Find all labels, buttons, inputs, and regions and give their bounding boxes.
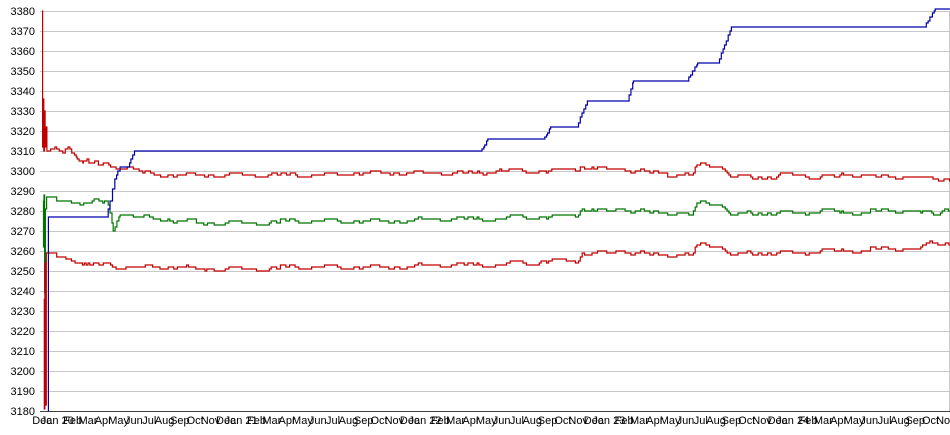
x-tick-label: Nov: [752, 415, 772, 427]
x-tick-label: Jan 20: [41, 415, 74, 427]
y-tick-label: 3300: [11, 166, 35, 178]
x-tick-label: May: [660, 415, 681, 427]
series-mid-line-green: [42, 194, 950, 294]
x-tick-label: Oct: [187, 415, 204, 427]
x-tick-label: Jul: [326, 415, 340, 427]
x-tick-label: Jul: [694, 415, 708, 427]
y-tick-label: 3240: [11, 286, 35, 298]
x-tick-label: Jul: [510, 415, 524, 427]
gridlines: [40, 11, 950, 412]
x-tick-label: Mar: [630, 415, 649, 427]
x-tick-label: Aug: [339, 415, 359, 427]
x-tick-label: Apr: [279, 415, 296, 427]
x-tick-label: Feb: [247, 415, 266, 427]
x-tick-label: Feb: [799, 415, 818, 427]
x-tick-label: Apr: [646, 415, 663, 427]
y-tick-label: 3230: [11, 306, 35, 318]
series-stepped-line-blue: [47, 8, 950, 412]
y-tick-label: 3280: [11, 206, 35, 218]
series-upper-band-red: [42, 10, 950, 182]
y-tick-label: 3340: [11, 86, 35, 98]
x-tick-label: Mar: [262, 415, 281, 427]
x-tick-label: Nov: [568, 415, 588, 427]
x-tick-label: Jan 24: [776, 415, 809, 427]
y-tick-label: 3250: [11, 266, 35, 278]
y-tick-label: 3320: [11, 126, 35, 138]
x-tick-label: Jan 21: [225, 415, 258, 427]
x-tick-label: Jun: [125, 415, 143, 427]
x-tick-label: Feb: [615, 415, 634, 427]
x-tick-label: Dec: [32, 415, 52, 427]
x-tick-label: Apr: [95, 415, 112, 427]
x-tick-label: Apr: [830, 415, 847, 427]
x-tick-label: Jul: [142, 415, 156, 427]
x-tick-label: Dec: [584, 415, 604, 427]
y-tick-label: 3290: [11, 186, 35, 198]
x-tick-label: Jun: [677, 415, 695, 427]
x-tick-label: Mar: [446, 415, 465, 427]
y-tick-label: 3210: [11, 346, 35, 358]
y-tick-label: 3190: [11, 386, 35, 398]
y-tick-label: 3330: [11, 106, 35, 118]
x-tick-label: Oct: [738, 415, 755, 427]
x-tick-label: Nov: [201, 415, 221, 427]
y-tick-label: 3220: [11, 326, 35, 338]
x-tick-label: Oct: [370, 415, 387, 427]
x-tick-label: Jan 22: [408, 415, 441, 427]
x-tick-label: Jun: [493, 415, 511, 427]
x-tick-label: May: [108, 415, 129, 427]
x-tick-label: Sep: [722, 415, 742, 427]
series-lower-band-red: [43, 240, 950, 410]
x-tick-label: Dec: [400, 415, 420, 427]
x-tick-label: May: [292, 415, 313, 427]
y-tick-label: 3260: [11, 246, 35, 258]
x-tick-label: Jan 23: [592, 415, 625, 427]
x-tick-label: May: [844, 415, 865, 427]
x-tick-label: Sep: [538, 415, 558, 427]
x-tick-label: Aug: [706, 415, 726, 427]
x-tick-label: May: [476, 415, 497, 427]
x-tick-label: Jun: [309, 415, 327, 427]
x-tick-label: Sep: [170, 415, 190, 427]
x-tick-label: Nov: [936, 415, 950, 427]
x-tick-label: Dec: [768, 415, 788, 427]
x-tick-label: Dec: [216, 415, 236, 427]
x-tick-label: Mar: [814, 415, 833, 427]
x-tick-label: Sep: [354, 415, 374, 427]
y-tick-label: 3360: [11, 46, 35, 58]
y-tick-label: 3270: [11, 226, 35, 238]
y-tick-label: 3350: [11, 66, 35, 78]
y-tick-label: 3370: [11, 26, 35, 38]
x-tick-label: Nov: [385, 415, 405, 427]
x-tick-label: Aug: [522, 415, 542, 427]
x-tick-label: Feb: [63, 415, 82, 427]
y-tick-label: 3380: [11, 6, 35, 18]
y-tick-label: 3200: [11, 366, 35, 378]
x-tick-label: Aug: [890, 415, 910, 427]
x-tick-label: Oct: [922, 415, 939, 427]
x-tick-label: Feb: [431, 415, 450, 427]
x-tick-label: Sep: [905, 415, 925, 427]
x-tick-label: Mar: [78, 415, 97, 427]
x-tick-label: Jul: [878, 415, 892, 427]
x-tick-label: Aug: [155, 415, 175, 427]
x-tick-label: Oct: [554, 415, 571, 427]
y-tick-label: 3310: [11, 146, 35, 158]
x-tick-label: Jun: [860, 415, 878, 427]
x-tick-label: Apr: [462, 415, 479, 427]
y-tick-label: 3180: [11, 406, 35, 418]
